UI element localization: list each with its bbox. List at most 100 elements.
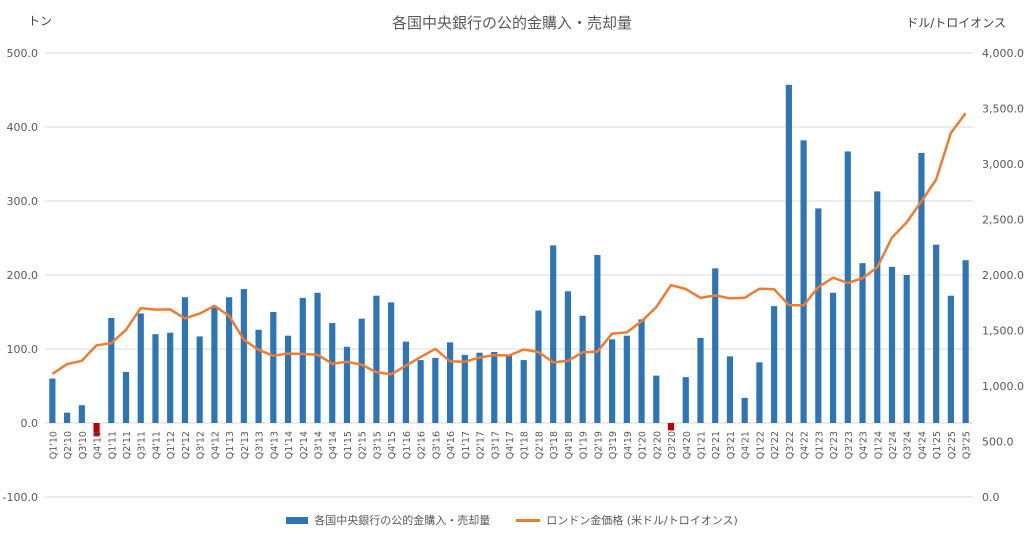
bar — [667, 423, 675, 431]
x-tick-label: Q2'23 — [829, 431, 840, 459]
x-tick-label: Q2'16 — [417, 431, 428, 459]
legend-bar-label: 各国中央銀行の公的金購入・売却量 — [314, 514, 491, 527]
y-left-tick-label: 100.0 — [7, 343, 39, 356]
x-tick-label: Q4'12 — [210, 431, 221, 459]
x-tick-label: Q3'23 — [844, 431, 855, 459]
x-tick-label: Q2'11 — [122, 431, 133, 459]
bar — [697, 337, 704, 423]
bar — [476, 352, 483, 423]
bar — [240, 289, 247, 423]
x-tick-label: Q3'12 — [196, 431, 207, 459]
x-tick-label: Q2'20 — [652, 431, 663, 459]
x-tick-label: Q2'19 — [593, 431, 604, 459]
x-tick-label: Q2'13 — [240, 431, 251, 459]
x-tick-label: Q3'13 — [255, 431, 266, 459]
x-tick-label: Q3'16 — [431, 431, 442, 459]
x-tick-label: Q1'25 — [932, 431, 943, 459]
bar — [829, 292, 837, 423]
x-tick-label: Q4'22 — [800, 431, 811, 459]
y-left-tick-label: 0.0 — [21, 417, 39, 430]
x-tick-label: Q3'22 — [785, 431, 796, 459]
bar — [196, 336, 203, 423]
right-axis-unit: ドル/トロイオンス — [906, 16, 1006, 30]
bar — [432, 357, 439, 423]
x-tick-label: Q3'21 — [726, 431, 737, 459]
bar — [903, 275, 910, 423]
bar — [594, 255, 601, 423]
bar — [815, 208, 822, 423]
x-tick-label: Q1'24 — [873, 431, 884, 459]
y-left-tick-label: 200.0 — [7, 269, 39, 282]
x-tick-label: Q1'19 — [579, 431, 590, 459]
legend-line-label: ロンドン金価格 (米ドル/トロイオンス) — [546, 514, 738, 527]
bar — [520, 360, 527, 423]
bar — [49, 378, 56, 423]
legend-item-bars: 各国中央銀行の公的金購入・売却量 — [286, 512, 490, 528]
x-tick-label: Q3'11 — [137, 431, 148, 459]
legend-line-swatch — [516, 518, 541, 522]
bar — [564, 291, 572, 423]
legend-item-line: ロンドン金価格 (米ドル/トロイオンス) — [516, 512, 738, 528]
x-tick-label: Q3'24 — [903, 431, 914, 459]
bar — [226, 297, 233, 423]
bar — [93, 423, 100, 437]
x-tick-label: Q1'10 — [48, 431, 59, 459]
x-tick-label: Q4'15 — [387, 431, 398, 459]
bar — [78, 405, 85, 423]
x-tick-label: Q3'19 — [608, 431, 619, 459]
x-tick-label: Q3'25 — [962, 431, 973, 459]
bar — [638, 319, 645, 423]
legend-bar-swatch — [286, 516, 309, 524]
x-tick-label: Q1'13 — [225, 431, 236, 459]
bar — [446, 342, 454, 423]
x-tick-label: Q4'16 — [446, 431, 457, 459]
x-tick-label: Q4'21 — [741, 431, 752, 459]
bar — [785, 84, 792, 423]
x-tick-label: Q2'18 — [534, 431, 545, 459]
x-tick-label: Q1'23 — [814, 431, 825, 459]
x-tick-label: Q4'11 — [151, 431, 162, 459]
bar — [108, 317, 115, 423]
bar — [579, 315, 586, 423]
x-tick-label: Q3'17 — [490, 431, 501, 459]
bar — [947, 295, 954, 423]
bar — [152, 334, 159, 423]
bar — [402, 341, 409, 423]
left-axis-unit: トン — [28, 14, 53, 28]
bar — [284, 335, 292, 423]
bar — [343, 346, 351, 423]
x-tick-label: Q1'14 — [284, 431, 295, 459]
legend: 各国中央銀行の公的金購入・売却量 ロンドン金価格 (米ドル/トロイオンス) — [0, 512, 1024, 528]
bar — [122, 371, 130, 423]
x-tick-label: Q2'15 — [358, 431, 369, 459]
y-right-tick-label: 500.0 — [982, 436, 1014, 449]
x-tick-label: Q3'18 — [549, 431, 560, 459]
x-tick-label: Q4'20 — [682, 431, 693, 459]
x-tick-label: Q2'21 — [711, 431, 722, 459]
x-tick-label: Q1'22 — [755, 431, 766, 459]
bar — [962, 260, 969, 423]
bar — [373, 295, 380, 423]
x-tick-label: Q2'22 — [770, 431, 781, 459]
bar — [933, 244, 940, 423]
chart-title: 各国中央銀行の公的金購入・売却量 — [391, 14, 632, 32]
bar — [505, 354, 513, 423]
bar — [653, 375, 660, 423]
x-tick-label: Q4'23 — [859, 431, 870, 459]
x-tick-label: Q4'10 — [93, 431, 104, 459]
bar — [771, 306, 778, 423]
bar — [314, 292, 321, 423]
bar — [741, 397, 748, 423]
y-right-tick-label: 2,500.0 — [982, 214, 1024, 227]
x-tick-label: Q4'24 — [917, 431, 928, 459]
bar — [491, 351, 498, 423]
bar — [255, 329, 262, 423]
bar — [270, 312, 277, 423]
x-tick-label: Q3'15 — [372, 431, 383, 459]
bar — [358, 318, 365, 423]
bar — [299, 297, 306, 423]
bar — [712, 268, 719, 423]
y-right-tick-label: 1,500.0 — [982, 325, 1024, 338]
bar — [550, 245, 557, 423]
